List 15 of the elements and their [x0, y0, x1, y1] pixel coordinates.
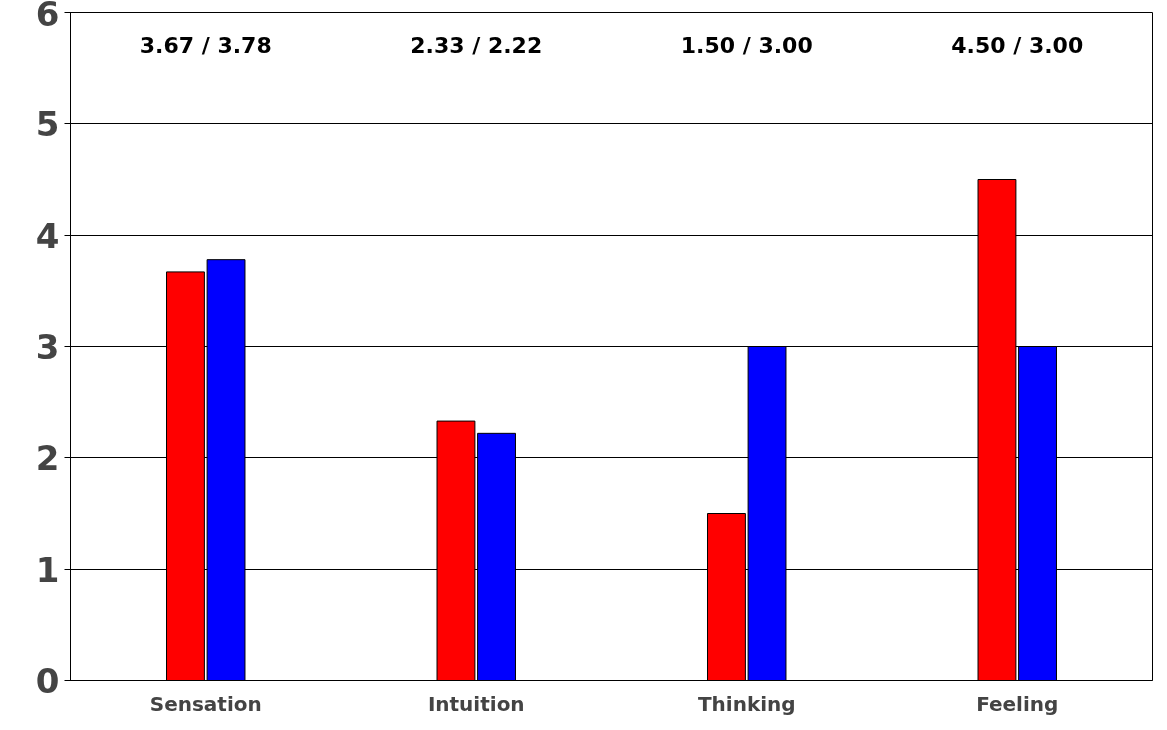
x-tick-label: Thinking	[697, 691, 796, 716]
x-tick-label: Sensation	[149, 691, 262, 716]
annotation: 1.50 / 3.00	[680, 33, 813, 59]
y-tick-label: 4	[35, 215, 60, 256]
y-tick-label: 3	[35, 327, 60, 367]
y-tick-label: 2	[35, 438, 60, 479]
annotation: 2.33 / 2.22	[410, 33, 543, 59]
y-tick-label: 6	[35, 0, 60, 34]
x-tick-label: Feeling	[976, 691, 1059, 716]
y-tick-label: 0	[35, 661, 60, 701]
annotation: 3.67 / 3.78	[139, 33, 272, 59]
annotation: 4.50 / 3.00	[951, 33, 1084, 59]
x-tick-label: Intuition	[427, 691, 525, 716]
y-tick-label: 1	[35, 549, 60, 590]
y-tick-label: 5	[35, 104, 60, 145]
